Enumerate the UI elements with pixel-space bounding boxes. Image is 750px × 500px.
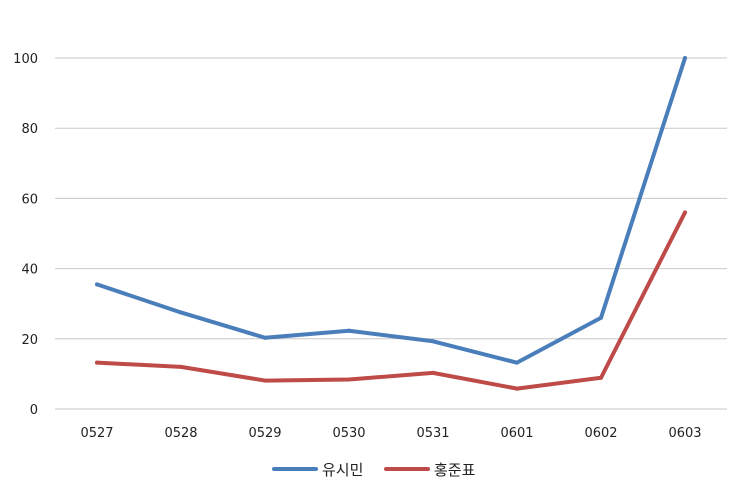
x-axis-ticks: 0527 0528 0529 0530 0531 0601 0602 0603 (80, 426, 701, 441)
x-tick-label: 0529 (248, 426, 281, 441)
data-point (599, 315, 603, 320)
data-point (347, 377, 351, 382)
legend-label: 유시민 (322, 461, 363, 479)
data-point (599, 375, 603, 380)
data-point (179, 364, 183, 369)
y-tick-label: 20 (21, 333, 38, 348)
data-point (95, 282, 99, 287)
series-line-1 (95, 210, 687, 391)
y-tick-label: 100 (13, 52, 38, 67)
series-line-0 (95, 56, 687, 365)
data-point (263, 378, 267, 383)
data-point (515, 386, 519, 391)
x-tick-label: 0530 (332, 426, 365, 441)
y-axis-ticks: 0 20 40 60 80 100 (13, 52, 38, 418)
x-tick-label: 0528 (164, 426, 197, 441)
x-tick-label: 0603 (668, 426, 701, 441)
series-lines (95, 56, 687, 391)
y-tick-label: 40 (21, 263, 38, 278)
data-point (431, 370, 435, 375)
data-point (431, 339, 435, 344)
grid-lines (55, 57, 727, 410)
y-tick-label: 80 (21, 122, 38, 137)
data-point (515, 360, 519, 365)
data-point (263, 335, 267, 340)
data-point (347, 328, 351, 333)
y-tick-label: 60 (21, 192, 38, 207)
data-point (683, 56, 687, 60)
x-tick-label: 0531 (416, 426, 449, 441)
y-tick-label: 0 (30, 403, 38, 418)
legend-label: 홍준표 (434, 461, 476, 479)
data-point (683, 210, 687, 215)
data-point (179, 310, 183, 315)
legend: 유시민 홍준표 (272, 461, 476, 479)
data-point (95, 360, 99, 365)
x-tick-label: 0601 (500, 426, 533, 441)
x-tick-label: 0527 (80, 426, 113, 441)
x-tick-label: 0602 (584, 426, 617, 441)
